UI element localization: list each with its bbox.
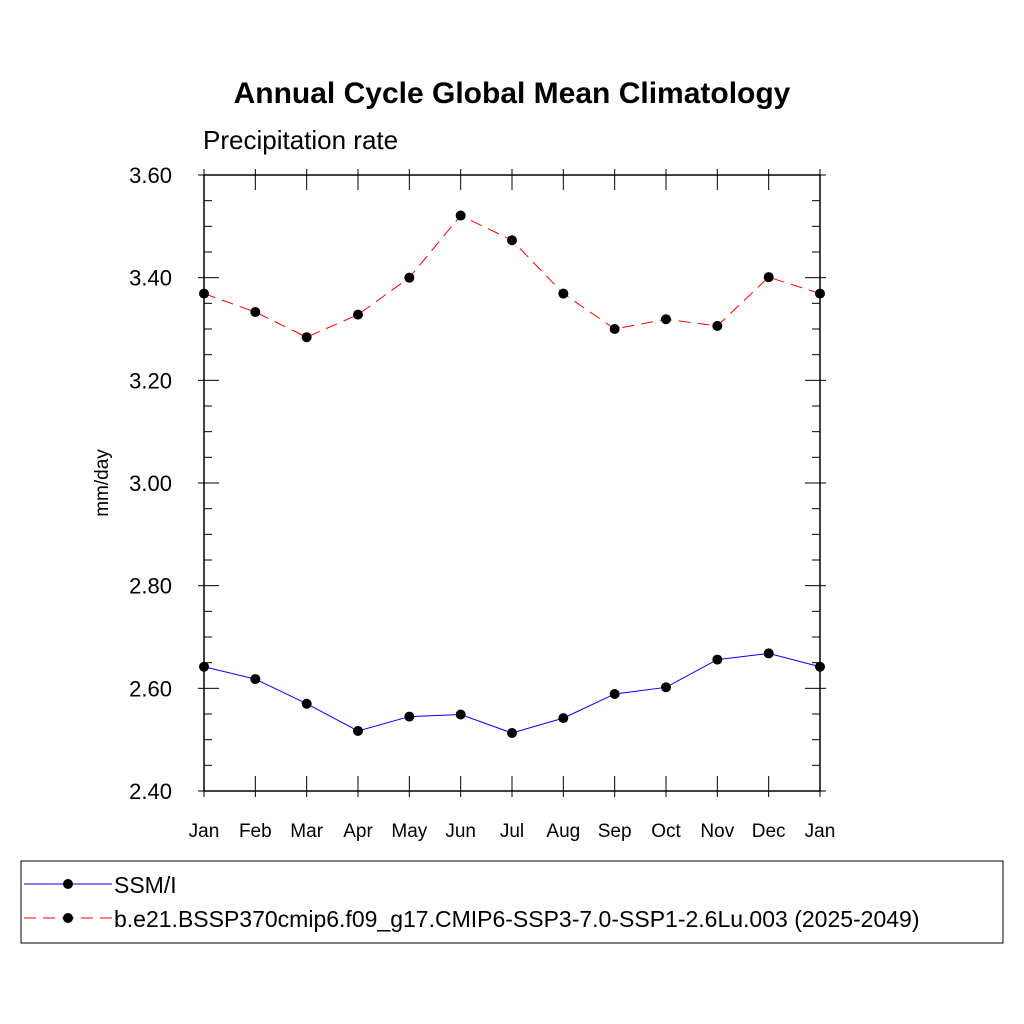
x-tick-label: Dec (752, 821, 786, 842)
series-line-0 (203, 652, 821, 734)
series-point-0 (353, 725, 363, 736)
series-layer (199, 210, 825, 738)
legend-marker-ssmi (63, 879, 73, 889)
y-axis-label: mm/day (92, 449, 113, 517)
x-tick-label: Feb (239, 821, 272, 842)
x-tick-label: Aug (546, 821, 580, 842)
series-point-0 (404, 711, 415, 722)
series-point-1 (763, 272, 774, 283)
series-point-0 (455, 709, 466, 720)
chart-subtitle: Precipitation rate (203, 125, 398, 155)
y-tick-label: 2.60 (129, 676, 172, 701)
x-tick-label: May (391, 821, 427, 842)
y-tick-label: 2.80 (129, 574, 172, 599)
chart-title: Annual Cycle Global Mean Climatology (234, 77, 791, 110)
series-point-1 (661, 314, 671, 325)
x-tick-labels: Jan Feb Mar Apr May Jun Jul Aug Sep Oct Nov Dec Jan (189, 821, 836, 842)
series-point-1 (507, 235, 517, 246)
series-point-0 (250, 674, 261, 685)
series-point-0 (712, 654, 723, 665)
series-point-1 (455, 210, 466, 221)
y-tick-label: 3.40 (129, 266, 172, 291)
x-tick-label: Sep (598, 821, 632, 842)
series-point-0 (763, 648, 774, 659)
series-point-0 (609, 688, 620, 699)
legend-box (20, 860, 1004, 944)
legend-label-ssmi: SSM/I (114, 872, 177, 898)
x-tick-label: Jun (445, 821, 476, 842)
plot-frame (203, 174, 821, 792)
minor-ticks (204, 200, 820, 766)
x-tick-label: Mar (290, 821, 323, 842)
series-point-1 (353, 309, 363, 320)
series-point-1 (712, 320, 723, 331)
series-point-1 (301, 332, 312, 343)
y-tick-label: 2.40 (129, 779, 172, 804)
series-point-0 (558, 713, 569, 724)
series-point-1 (250, 307, 261, 318)
x-tick-label: Oct (651, 821, 681, 842)
x-tick-label: Jan (189, 821, 220, 842)
x-tick-label: Apr (343, 821, 373, 842)
series-point-1 (609, 324, 620, 334)
x-tick-label: Nov (700, 821, 734, 842)
series-point-0 (301, 698, 312, 709)
y-tick-label: 3.00 (129, 471, 172, 496)
series-line-1 (203, 214, 821, 338)
y-tick-labels: 2.40 2.60 2.80 3.00 3.20 3.40 3.60 (129, 163, 172, 804)
series-point-1 (558, 288, 569, 299)
legend-label-model: b.e21.BSSP370cmip6.f09_g17.CMIP6-SSP3-7.… (114, 906, 920, 932)
series-point-0 (661, 682, 671, 693)
legend: SSM/I b.e21.BSSP370cmip6.f09_g17.CMIP6-S… (20, 860, 1004, 944)
y-tick-label: 3.20 (129, 368, 172, 393)
y-tick-label: 3.60 (129, 163, 172, 188)
x-tick-label: Jul (500, 821, 524, 842)
major-ticks (198, 169, 826, 797)
series-point-0 (507, 727, 517, 738)
x-tick-label: Jan (805, 821, 836, 842)
series-point-1 (404, 272, 415, 283)
legend-marker-model (63, 913, 73, 923)
